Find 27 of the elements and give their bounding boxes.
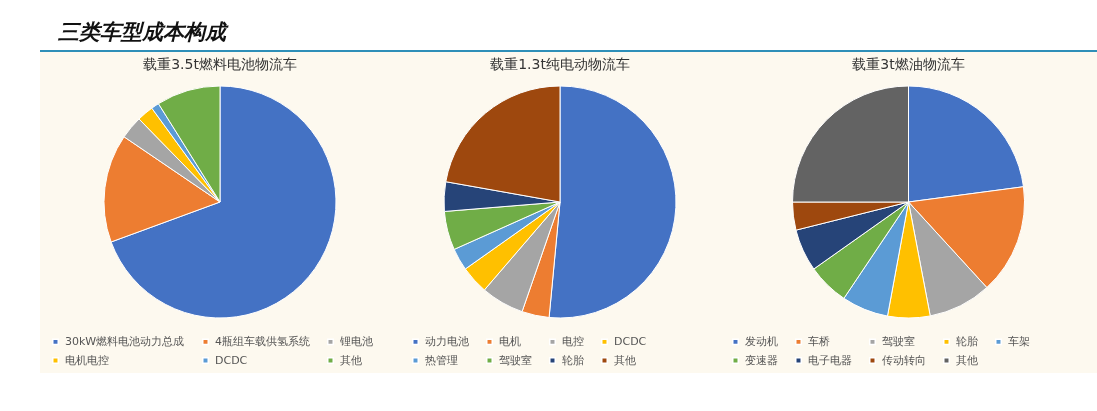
legend-label: 其他 bbox=[956, 353, 978, 367]
legend-label: 电机电控 bbox=[65, 353, 109, 367]
legend-label: DCDC bbox=[215, 353, 248, 367]
legend-label: DCDC bbox=[614, 334, 647, 348]
legend-label: 电机 bbox=[499, 334, 521, 348]
legend-label: 轮胎 bbox=[956, 334, 978, 348]
legend-label: 变速器 bbox=[745, 353, 778, 367]
chart-title: 载重3.5t燃料电池物流车 bbox=[143, 56, 297, 72]
legend-label: 车架 bbox=[1008, 334, 1030, 348]
legend-label: 传动转向 bbox=[882, 353, 926, 367]
chart-title: 载重3t燃油物流车 bbox=[852, 56, 965, 72]
legend-label: 发动机 bbox=[745, 334, 778, 348]
legend-label: 驾驶室 bbox=[882, 334, 915, 348]
legend-label: 热管理 bbox=[425, 353, 458, 367]
chart-title: 载重1.3t纯电动物流车 bbox=[490, 56, 630, 72]
legend-label: 轮胎 bbox=[562, 353, 584, 367]
legend-label: 驾驶室 bbox=[499, 353, 532, 367]
legend-label: 其他 bbox=[614, 353, 636, 367]
legend-label: 电子电器 bbox=[808, 353, 852, 367]
legend-label: 车桥 bbox=[808, 334, 830, 348]
legend-label: 4瓶组车载供氢系统 bbox=[215, 334, 310, 348]
legend-label: 其他 bbox=[340, 353, 362, 367]
legend-label: 动力电池 bbox=[425, 334, 469, 348]
text: 三类车型成本构成 bbox=[40, 18, 1097, 52]
legend-label: 锂电池 bbox=[339, 334, 373, 348]
legend-label: 电控 bbox=[562, 334, 584, 348]
legend-label: 30kW燃料电池动力总成 bbox=[65, 334, 185, 348]
